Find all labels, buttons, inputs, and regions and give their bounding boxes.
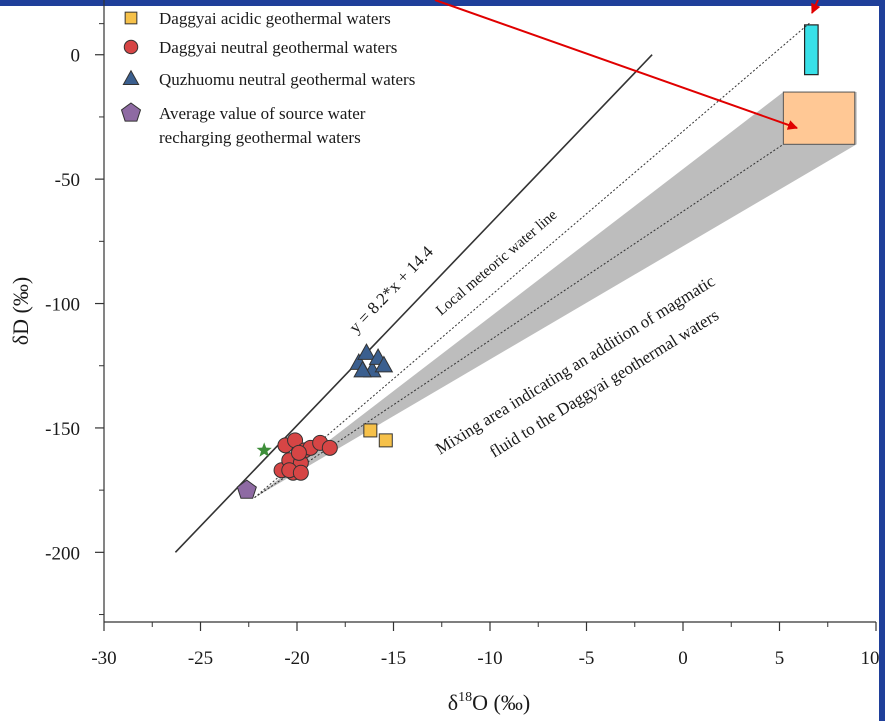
legend-circle-icon	[123, 39, 139, 55]
triangle-point	[374, 355, 394, 373]
triangle-point	[353, 360, 372, 378]
legend-square-icon	[124, 11, 138, 25]
data-points-layer	[236, 343, 394, 499]
x-tick-label: 5	[775, 648, 785, 669]
x-tick-label: -20	[284, 648, 309, 669]
orange-box	[782, 91, 856, 145]
legend-label: Average value of source water	[159, 104, 366, 123]
legend-label: Quzhuomu neutral geothermal waters	[159, 70, 415, 89]
y-tick-label: -50	[55, 170, 80, 191]
legend-triangle-icon	[122, 69, 140, 86]
square-point	[363, 423, 378, 438]
reference-lines-layer	[174, 22, 811, 553]
legend-label-2: recharging geothermal waters	[159, 128, 361, 147]
meteoric-line-solid	[174, 54, 653, 553]
circle-point	[292, 464, 309, 481]
y-tick-label: -100	[45, 295, 80, 316]
red-arrow-to-cyan-box	[811, 0, 821, 14]
red-arrow-to-orange-box	[434, 0, 798, 130]
meteoric-equation-label: y = 8.2*x + 14.4	[345, 242, 437, 337]
right-frame-bar	[879, 0, 885, 721]
legend: Daggyai acidic geothermal waters Daggyai …	[120, 9, 415, 147]
pentagon-point	[236, 479, 257, 499]
triangle-point	[357, 343, 376, 360]
y-tick-label: -150	[45, 419, 80, 440]
legend-label: Daggyai acidic geothermal waters	[159, 9, 391, 28]
square-point	[378, 433, 393, 448]
x-tick-label: 0	[678, 648, 688, 669]
legend-label: Daggyai neutral geothermal waters	[159, 38, 397, 57]
axes-layer: -30 -25 -20 -15 -10 -5 0 5 100-50-100-150-200δ18…	[8, 0, 880, 715]
circle-point	[321, 439, 338, 456]
x-axis-label: δ18O (‰)	[448, 690, 530, 715]
star-point	[256, 442, 272, 457]
x-tick-label: 10	[861, 648, 880, 669]
mixing-area-layer	[254, 24, 857, 498]
y-axis-label: δD (‰)	[8, 277, 33, 345]
x-tick-label: -5	[579, 648, 595, 669]
mixing-line-dotted	[254, 143, 784, 499]
y-tick-label: -200	[45, 543, 80, 564]
x-tick-label: -30	[91, 648, 116, 669]
legend-pentagon-icon	[120, 102, 142, 122]
x-tick-label: -25	[188, 648, 213, 669]
mixing-area	[254, 92, 857, 498]
meteoric-line-dotted	[254, 22, 811, 498]
y-tick-label: 0	[71, 46, 81, 67]
x-tick-label: -15	[381, 648, 406, 669]
x-tick-label: -10	[477, 648, 502, 669]
circle-point	[290, 444, 307, 461]
cyan-box	[803, 24, 819, 76]
